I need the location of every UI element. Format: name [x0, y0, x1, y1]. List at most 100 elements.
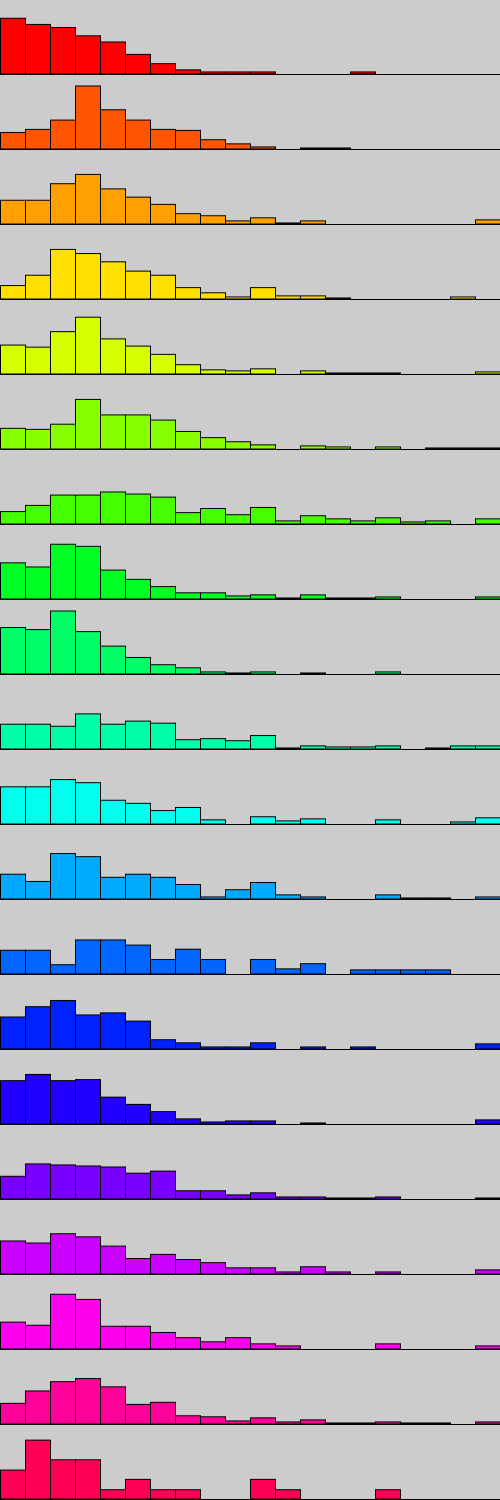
histogram-bar — [250, 1343, 276, 1350]
histogram-bar — [75, 1298, 101, 1350]
histogram-bar — [75, 1079, 101, 1125]
histogram-bar — [25, 1163, 51, 1200]
histogram-bar — [100, 1245, 126, 1275]
histogram-bar — [400, 1422, 426, 1425]
histogram-bar — [0, 199, 26, 225]
histogram-bar — [50, 248, 76, 300]
histogram-bar — [100, 723, 126, 750]
histogram-bar — [250, 1478, 276, 1500]
histogram-bar — [0, 511, 26, 525]
histogram-bar — [50, 725, 76, 750]
histogram-panel-19 — [0, 1378, 500, 1425]
histogram-bar — [250, 594, 276, 600]
histogram-bar — [125, 119, 151, 150]
histogram-bar — [425, 747, 451, 750]
histogram-bar — [225, 514, 251, 525]
histogram-bar — [400, 969, 426, 975]
histogram-bar — [25, 629, 51, 675]
histogram-bar — [25, 274, 51, 300]
histogram-bar — [400, 897, 426, 900]
histogram-bar — [25, 1390, 51, 1425]
histogram-bar — [275, 747, 301, 750]
histogram-bar — [75, 856, 101, 900]
histogram-bar — [175, 287, 201, 300]
histogram-bar — [75, 253, 101, 300]
histogram-bar — [175, 1489, 201, 1500]
histogram-bar — [300, 370, 326, 375]
histogram-bar — [100, 338, 126, 375]
histogram-bar — [200, 215, 226, 225]
histogram-bar — [475, 896, 500, 900]
histogram-bar — [100, 41, 126, 75]
histogram-bar — [325, 746, 351, 750]
histogram-bar — [175, 364, 201, 375]
histogram-bar — [0, 285, 26, 300]
histogram-bar — [75, 545, 101, 600]
histogram-bar — [150, 419, 176, 450]
histogram-bar — [225, 740, 251, 750]
histogram-bar — [400, 521, 426, 525]
histogram-bar — [350, 520, 376, 525]
histogram-bar — [475, 1043, 500, 1050]
histogram-bar — [50, 1164, 76, 1200]
histogram-bar — [100, 414, 126, 450]
histogram-panel-6 — [0, 398, 500, 450]
histogram-bar — [175, 806, 201, 825]
histogram-bar — [50, 779, 76, 825]
histogram-bar — [0, 1321, 26, 1350]
histogram-bar — [75, 85, 101, 150]
histogram-bar — [50, 853, 76, 900]
histogram-bar — [225, 1194, 251, 1200]
histogram-bar — [225, 370, 251, 375]
histogram-bar — [175, 213, 201, 225]
histogram-bar — [250, 146, 276, 150]
histogram-bar — [125, 720, 151, 750]
histogram-bar — [250, 671, 276, 675]
histogram-bar — [75, 1165, 101, 1200]
histogram-bar — [150, 1170, 176, 1200]
histogram-bar — [450, 447, 476, 450]
histogram-bar — [375, 1196, 401, 1200]
histogram-bar — [125, 656, 151, 675]
histogram-bar — [150, 353, 176, 375]
histogram-bar — [200, 369, 226, 375]
histogram-bar — [150, 1401, 176, 1425]
histogram-bar — [300, 963, 326, 975]
histogram-bar — [225, 1420, 251, 1425]
histogram-bar — [375, 819, 401, 825]
histogram-bar — [25, 23, 51, 75]
histogram-bar — [50, 1233, 76, 1275]
histogram-bar — [450, 296, 476, 300]
histogram-bar — [100, 569, 126, 600]
histogram-bar — [150, 810, 176, 825]
histogram-bar — [50, 1293, 76, 1350]
histogram-bar — [100, 645, 126, 675]
histogram-bar — [175, 69, 201, 75]
histogram-panel-14 — [0, 999, 500, 1050]
histogram-bar — [25, 880, 51, 900]
histogram-bar — [175, 1118, 201, 1125]
histogram-bar — [175, 592, 201, 600]
histogram-bar — [475, 1269, 500, 1275]
histogram-bar — [75, 939, 101, 975]
histogram-bar — [350, 969, 376, 975]
histogram-bar — [100, 188, 126, 225]
histogram-bar — [225, 672, 251, 675]
histogram-bar — [225, 71, 251, 75]
histogram-bar — [300, 1196, 326, 1200]
histogram-bar — [50, 119, 76, 150]
histogram-bar — [275, 1271, 301, 1275]
histogram-bar — [425, 1422, 451, 1425]
histogram-bar — [325, 147, 351, 150]
histogram-bar — [50, 964, 76, 975]
histogram-bar — [225, 595, 251, 600]
histogram-bar — [0, 344, 26, 375]
histogram-bar — [150, 274, 176, 300]
histogram-bar — [300, 672, 326, 675]
histogram-bar — [125, 414, 151, 450]
histogram-bar — [225, 296, 251, 300]
histogram-bar — [25, 723, 51, 750]
histogram-panel-4 — [0, 248, 500, 300]
histogram-bar — [375, 1343, 401, 1350]
histogram-bar — [75, 398, 101, 450]
